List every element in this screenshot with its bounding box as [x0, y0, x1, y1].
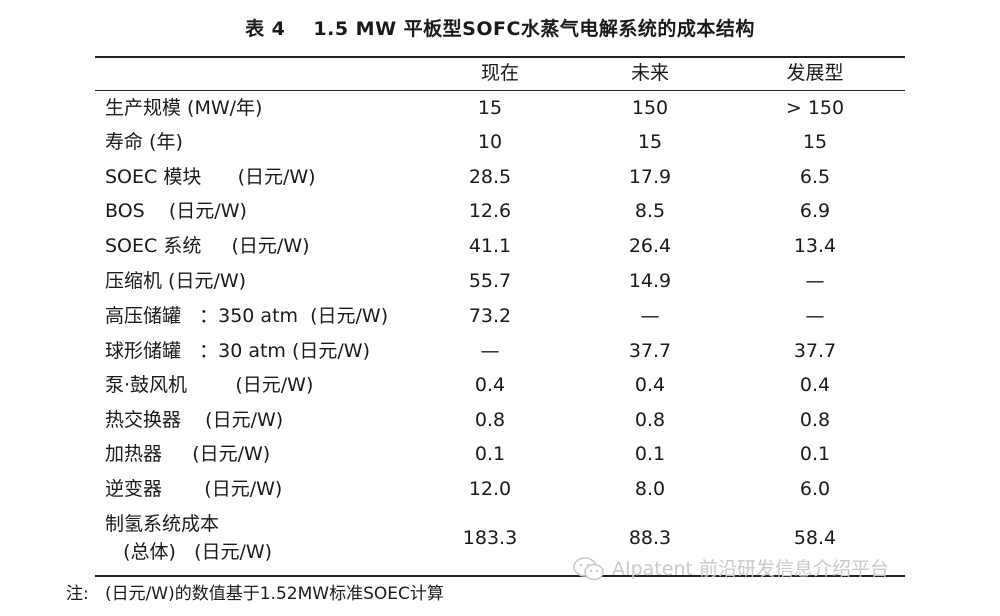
- table-cell: 37.7: [793, 340, 837, 362]
- table-cell: 58.4: [793, 527, 837, 549]
- table-cell: —: [480, 340, 500, 362]
- wechat-icon: [573, 557, 604, 581]
- row-label: BOS (日元/W): [105, 200, 247, 222]
- row-label: 压缩机 (日元/W): [105, 270, 247, 292]
- table-cell: 41.1: [468, 235, 512, 257]
- table-cell: 0.8: [799, 409, 831, 431]
- table-cell: 0.4: [634, 374, 666, 396]
- row-label: SOEC 系统 (日元/W): [105, 235, 310, 257]
- table-title-text: 1.5 MW 平板型SOFC水蒸气电解系统的成本结构: [313, 18, 755, 40]
- table-cell: 15: [802, 131, 828, 153]
- table-cell: 37.7: [628, 340, 672, 362]
- table-cell: 6.0: [799, 478, 831, 500]
- table-cell: 28.5: [468, 166, 512, 188]
- table-cell: 0.4: [474, 374, 506, 396]
- watermark-text: AIpatent 前沿研发信息介绍平台: [612, 558, 889, 580]
- table-cell: 0.8: [474, 409, 506, 431]
- table-cell: 15: [637, 131, 663, 153]
- table-number: 表 4: [245, 18, 286, 40]
- table-cell: 0.1: [634, 443, 666, 465]
- table-cell: 0.8: [634, 409, 666, 431]
- table-cell: 73.2: [468, 305, 512, 327]
- table-cell: 6.9: [799, 200, 831, 222]
- top-rule: [95, 56, 905, 58]
- table-cell: —: [805, 305, 825, 327]
- row-label: 加热器 (日元/W): [105, 443, 271, 465]
- column-header-current: 现在: [480, 62, 519, 84]
- bottom-rule: [95, 575, 905, 577]
- table-title: 表 4 1.5 MW 平板型SOFC水蒸气电解系统的成本结构: [0, 14, 1000, 41]
- table-cell: 0.1: [474, 443, 506, 465]
- table-cell: 26.4: [628, 235, 672, 257]
- table-cell: 10: [477, 131, 503, 153]
- column-header-advanced: 发展型: [786, 62, 844, 84]
- table-cell: 12.6: [468, 200, 512, 222]
- row-label: 球形储罐 ：30 atm (日元/W): [105, 340, 370, 362]
- row-label: 制氢系统成本: [105, 513, 220, 535]
- row-label: 高压储罐 ：350 atm (日元/W): [105, 305, 389, 327]
- table-cell: > 150: [785, 97, 845, 119]
- table-cell: 88.3: [628, 527, 672, 549]
- table-cell: 17.9: [628, 166, 672, 188]
- table-cell: 183.3: [462, 527, 518, 549]
- header-rule: [95, 90, 905, 91]
- table-cell: 150: [631, 97, 669, 119]
- table-cell: 15: [477, 97, 503, 119]
- table-cell: 12.0: [468, 478, 512, 500]
- row-label-continued: (总体) (日元/W): [105, 541, 273, 563]
- table-cell: 6.5: [799, 166, 831, 188]
- table-cell: 8.5: [634, 200, 666, 222]
- row-label: SOEC 模块 (日元/W): [105, 166, 316, 188]
- table-cell: 55.7: [468, 270, 512, 292]
- table-cell: 14.9: [628, 270, 672, 292]
- row-label: 热交换器 (日元/W): [105, 409, 284, 431]
- watermark: AIpatent 前沿研发信息介绍平台: [572, 556, 889, 582]
- row-label: 寿命 (年): [105, 131, 183, 153]
- row-label: 泵·鼓风机 (日元/W): [105, 374, 314, 396]
- table-cell: 0.4: [799, 374, 831, 396]
- row-label: 逆变器 (日元/W): [105, 478, 283, 500]
- column-header-future: 未来: [630, 62, 669, 84]
- table-cell: 13.4: [793, 235, 837, 257]
- table-cell: 0.1: [799, 443, 831, 465]
- table-cell: 8.0: [634, 478, 666, 500]
- table-cell: —: [640, 305, 660, 327]
- row-label: 生产规模 (MW/年): [105, 97, 263, 119]
- table-cell: —: [805, 270, 825, 292]
- table-note: 注: (日元/W)的数值基于1.52MW标准SOEC计算: [66, 584, 444, 604]
